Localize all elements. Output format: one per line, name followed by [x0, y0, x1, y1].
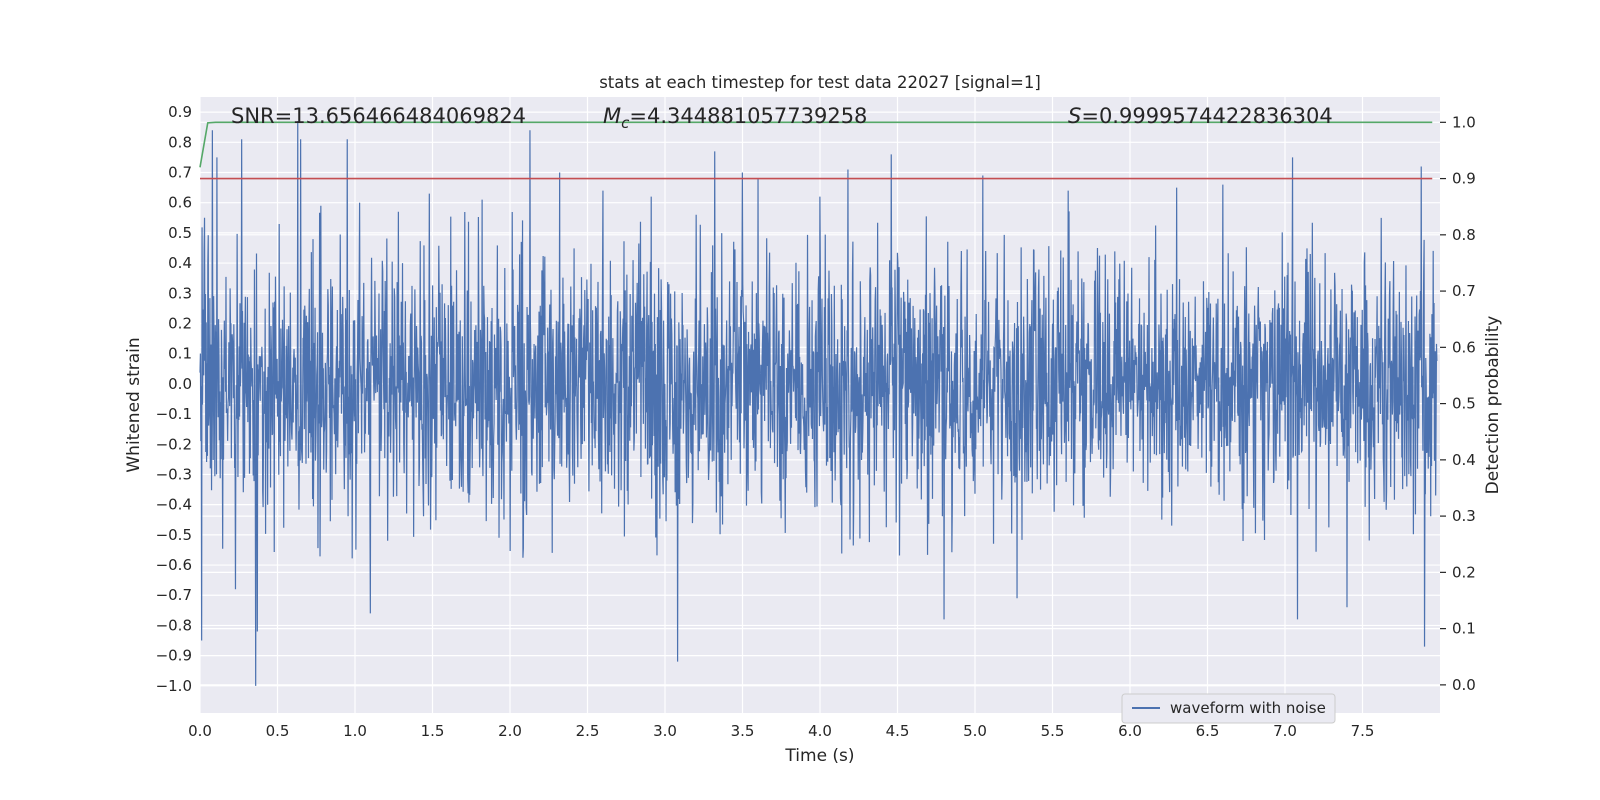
y-tick-label-right: 0.5	[1452, 395, 1476, 413]
series-detection-probability	[199, 121, 1433, 168]
y-tick-label-left: −0.1	[156, 405, 192, 423]
snr-annotation: SNR=13.656466484069824	[231, 104, 526, 128]
y-tick-label-left: 0.7	[168, 163, 192, 181]
y-tick-label-right: 0.8	[1452, 226, 1476, 244]
x-tick-label: 4.5	[886, 722, 910, 740]
y-tick-label-left: 0.1	[168, 345, 192, 363]
series-waveform-with-noise	[199, 121, 1438, 686]
y-tick-label-left: −0.6	[156, 556, 192, 574]
y-tick-label-left: −0.9	[156, 647, 192, 665]
y-tick-label-right: 0.0	[1452, 676, 1476, 694]
x-tick-label: 6.0	[1118, 722, 1142, 740]
score-symbol: S	[1068, 104, 1081, 128]
y-tick-label-left: −0.3	[156, 465, 192, 483]
legend-entry: waveform with noise	[1170, 699, 1326, 717]
x-ticks: 0.0 0.5 1.0 1.5 2.0 2.5 3.0 3.5 4.0 4.5 5.0 5.5 6.0 6…	[188, 722, 1374, 740]
y-tick-label-right: 0.1	[1452, 620, 1476, 638]
x-tick-label: 2.0	[498, 722, 522, 740]
x-tick-label: 3.0	[653, 722, 677, 740]
x-tick-label: 7.5	[1351, 722, 1375, 740]
x-tick-label: 5.0	[963, 722, 987, 740]
y-tick-label-right: 0.7	[1452, 282, 1476, 300]
y-tick-label-right: 0.2	[1452, 563, 1476, 581]
x-tick-label: 6.5	[1196, 722, 1220, 740]
y-tick-label-right: 0.6	[1452, 338, 1476, 356]
x-axis-label: Time (s)	[784, 746, 854, 766]
y-tick-label-left: 0.8	[168, 133, 192, 151]
legend-frame	[1121, 693, 1336, 724]
y-tick-label-right: 0.4	[1452, 451, 1476, 469]
x-tick-label: 0.0	[188, 722, 212, 740]
y-tick-label-left: −0.7	[156, 586, 192, 604]
y-tick-label-left: 0.0	[168, 375, 192, 393]
strain-series-layer	[199, 121, 1438, 686]
y-tick-label-right: 0.3	[1452, 507, 1476, 525]
y-tick-label-left: −1.0	[156, 677, 192, 695]
y-tick-label-left: −0.8	[156, 616, 192, 634]
x-tick-label: 2.5	[576, 722, 600, 740]
chirp-mass-subscript: c	[621, 114, 630, 132]
x-tick-label: 1.5	[421, 722, 445, 740]
y-tick-label-left: −0.5	[156, 526, 192, 544]
x-tick-label: 3.5	[731, 722, 755, 740]
left-y-ticks: 0.9 0.8 0.7 0.6 0.5 0.4 0.3 0.2 0.1 0.0 −0.1 −0.2 −0…	[156, 103, 192, 695]
y-tick-label-left: 0.3	[168, 284, 192, 302]
y-tick-label-left: 0.9	[168, 103, 192, 121]
chart-title: stats at each timestep for test data 220…	[599, 73, 1041, 92]
y-tick-label-right: 0.9	[1452, 170, 1476, 188]
y-axis-label-right: Detection probability	[1483, 316, 1503, 495]
x-tick-label: 5.5	[1041, 722, 1065, 740]
y-tick-label-left: 0.5	[168, 224, 192, 242]
legend: waveform with noise	[1121, 693, 1336, 724]
y-tick-label-left: 0.4	[168, 254, 192, 272]
y-tick-label-right: 1.0	[1452, 113, 1476, 131]
right-y-ticks: 1.0 0.9 0.8 0.7 0.6 0.5 0.4 0.3 0.2 0.1 0.0	[1440, 113, 1476, 694]
y-tick-label-left: 0.6	[168, 194, 192, 212]
chirp-mass-symbol: M	[603, 104, 621, 128]
y-tick-label-left: −0.4	[156, 496, 192, 514]
x-tick-label: 4.0	[808, 722, 832, 740]
y-axis-label-left: Whitened strain	[124, 337, 144, 472]
score-annotation: S=0.9999574422836304	[1068, 104, 1333, 128]
y-tick-label-left: −0.2	[156, 435, 192, 453]
chirp-mass-annotation: Mc=4.344881057739258	[603, 104, 867, 132]
chirp-mass-value: =4.344881057739258	[629, 104, 867, 128]
x-tick-label: 0.5	[266, 722, 290, 740]
x-tick-label: 1.0	[343, 722, 367, 740]
y-tick-label-left: 0.2	[168, 314, 192, 332]
probability-series-layer	[199, 121, 1433, 180]
score-value: =0.9999574422836304	[1081, 104, 1332, 128]
x-tick-label: 7.0	[1273, 722, 1297, 740]
